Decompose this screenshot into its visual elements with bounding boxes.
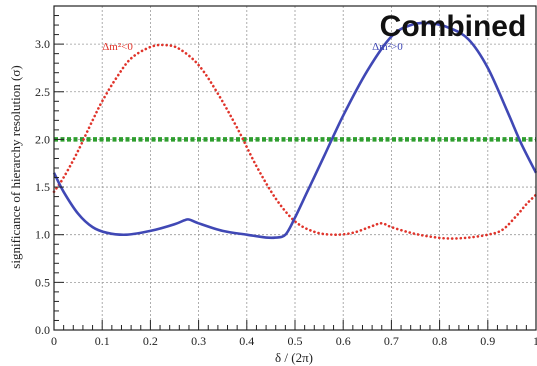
x-tick-label: 0.9 — [480, 334, 495, 348]
chart-title: Combined — [380, 10, 527, 43]
x-tick-label: 0.1 — [95, 334, 110, 348]
y-tick-label: 1.0 — [35, 228, 50, 242]
x-tick-label: 0.3 — [191, 334, 206, 348]
series-line-inverted-hierarchy — [52, 43, 537, 240]
axis-ticks — [53, 5, 537, 331]
x-tick-label: 0.6 — [336, 334, 351, 348]
y-axis-title: significance of hierarchy resolution (σ) — [8, 65, 23, 268]
y-tick-label: 2.0 — [35, 132, 50, 146]
series-annotations: Δm²<0 Δm²>0 — [102, 41, 403, 53]
series-annotation: Δm²<0 — [102, 41, 133, 53]
x-tick-label: 0.7 — [384, 334, 399, 348]
x-tick-label: 1 — [533, 334, 537, 348]
x-tick-label: 0.4 — [239, 334, 254, 348]
tick-labels: 0 0.1 0.2 0.3 0.4 0.5 0.6 0.7 0.8 0.9 1 0.0 0.5 1.0 1.… — [35, 37, 537, 348]
x-tick-label: 0 — [51, 334, 57, 348]
y-tick-label: 3.0 — [35, 37, 50, 51]
y-tick-label: 0.0 — [35, 323, 50, 337]
x-tick-label: 0.8 — [432, 334, 447, 348]
x-tick-label: 0.5 — [288, 334, 303, 348]
y-tick-label: 1.5 — [35, 180, 50, 194]
series-annotation: Δm²>0 — [372, 41, 403, 53]
y-tick-label: 2.5 — [35, 85, 50, 99]
y-tick-label: 0.5 — [35, 275, 50, 289]
series-lines — [52, 21, 537, 240]
series-line-normal-hierarchy — [52, 21, 537, 240]
x-tick-label: 0.2 — [143, 334, 158, 348]
x-axis-title: δ / (2π) — [275, 350, 313, 365]
